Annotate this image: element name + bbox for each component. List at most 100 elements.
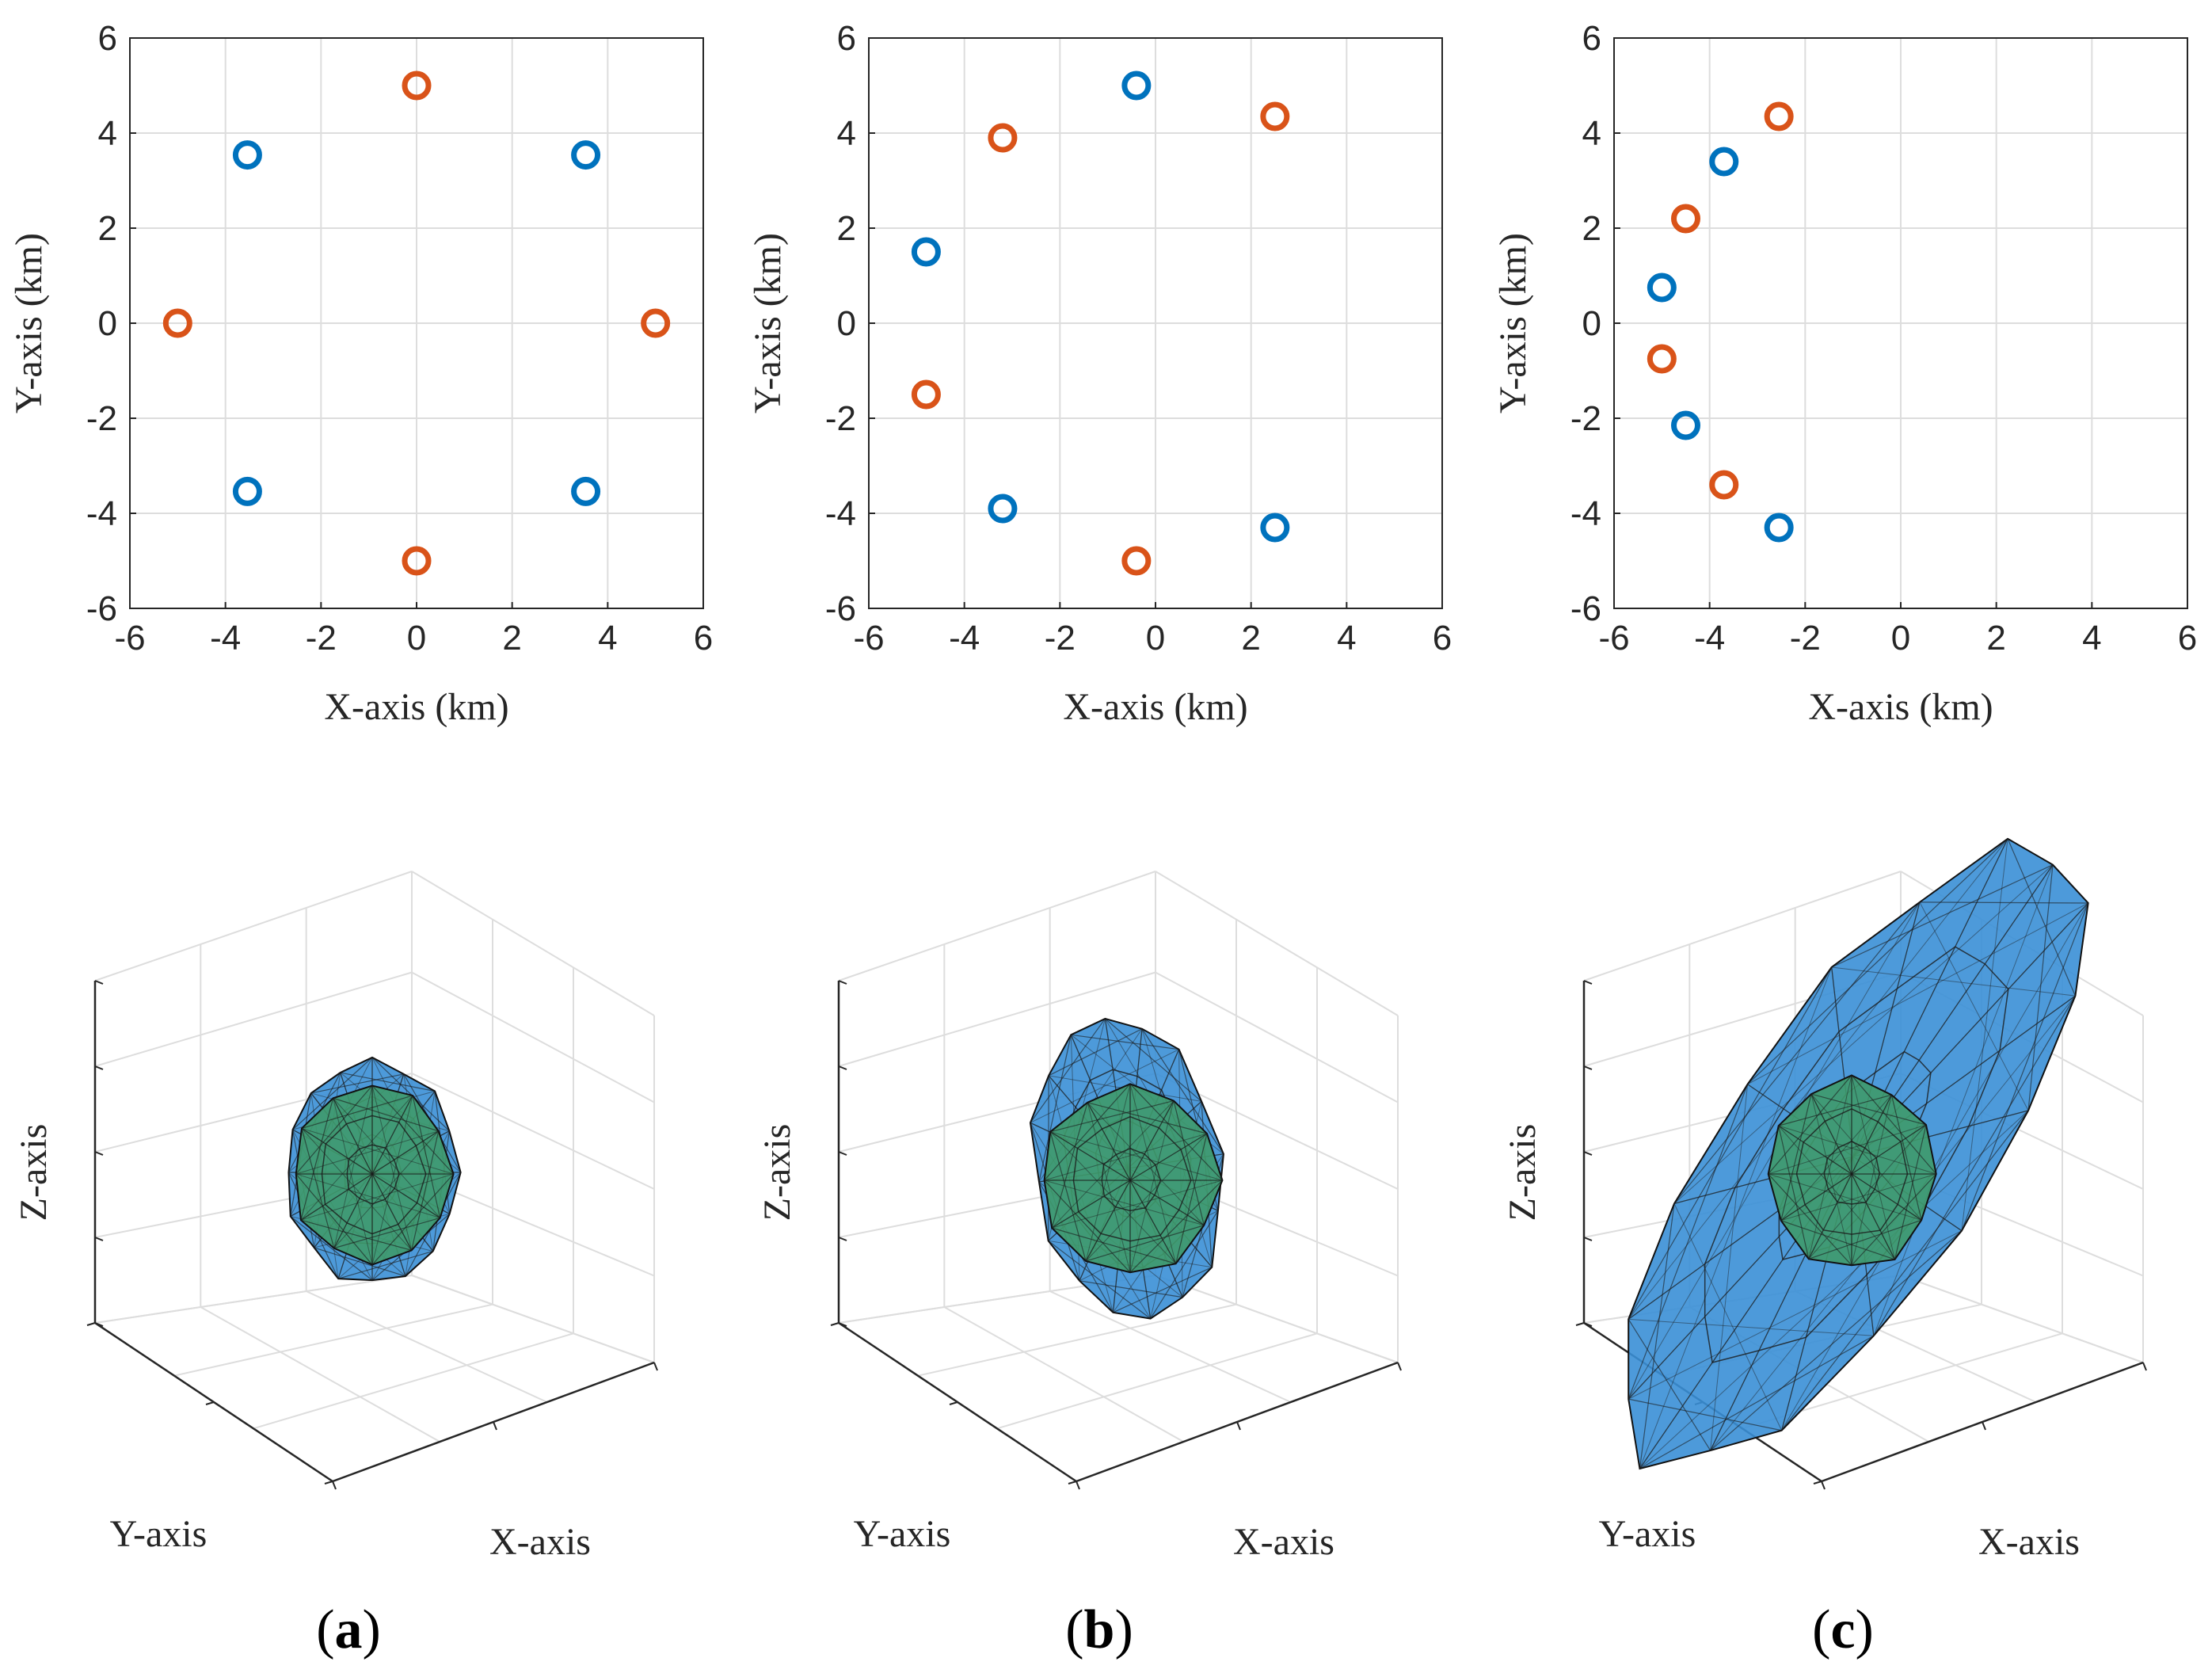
outer-mesh-edge <box>1141 1028 1224 1155</box>
floor-gridline <box>943 1306 1184 1443</box>
inner-mesh-edge <box>1087 1102 1205 1226</box>
outer-mesh-edge <box>1673 1203 1783 1431</box>
inner-mesh-edge <box>1890 1095 1922 1221</box>
x-tick-label: 2 <box>1241 619 1260 657</box>
inner-mesh-edge <box>1810 1093 1852 1266</box>
inner-mesh-edge <box>412 1095 441 1218</box>
scatter-point-blue <box>1671 410 1700 440</box>
outer-mesh-edge <box>1628 838 2008 1320</box>
outer-mesh-edge <box>371 1057 450 1132</box>
scatter-point-orange <box>1709 470 1739 500</box>
caption-close: ) <box>363 1599 381 1660</box>
outer-mesh-edge <box>1747 902 2088 1085</box>
y-tick-label: -6 <box>1570 589 1601 628</box>
outer-mesh-edge <box>1628 1230 1963 1400</box>
y-tick-label: -4 <box>1570 494 1601 533</box>
caption-b: (b) <box>1065 1599 1133 1660</box>
floor-gridline <box>1900 1275 2144 1363</box>
caption-a: (a) <box>316 1599 381 1660</box>
y-tick-label: 4 <box>98 114 117 153</box>
inner-mesh-edge <box>371 1095 413 1175</box>
x-tick-mark <box>1821 1481 1826 1490</box>
floor-gridline <box>173 1303 493 1377</box>
inner-mesh-edge <box>1052 1227 1176 1264</box>
inner-mesh-edge <box>1051 1180 1131 1229</box>
inner-mesh-wireframe <box>1044 1083 1223 1273</box>
floor-gridline <box>253 1332 574 1430</box>
outer-mesh-edge <box>1639 1335 1875 1469</box>
floor-gridline <box>917 1303 1237 1377</box>
x-tick-label: -6 <box>853 619 884 657</box>
scatter-point-blue <box>1709 147 1739 177</box>
inner-mesh-edge <box>1044 1180 1205 1226</box>
scatter-point-blue <box>988 494 1018 524</box>
inner-mesh-edge <box>1129 1133 1208 1181</box>
caption-open: ( <box>316 1599 334 1660</box>
scatter-point-orange <box>402 71 432 101</box>
outer-mesh-edge <box>1961 838 2008 1231</box>
y-tick-label: 4 <box>837 114 856 153</box>
scatter-point-blue <box>1121 71 1152 101</box>
inner-mesh-edge <box>295 1173 440 1218</box>
inner-mesh-edge <box>1808 1075 1852 1260</box>
inner-mesh-edge <box>333 1097 439 1132</box>
scatter-point-orange <box>162 308 192 338</box>
inner-mesh-edge <box>1044 1133 1208 1181</box>
outer-mesh-edge <box>1781 1110 2029 1431</box>
inner-mesh-edge <box>1051 1100 1175 1229</box>
x-tick-mark <box>332 1481 337 1490</box>
inner-mesh-edge <box>301 1095 413 1130</box>
x-tick-mark <box>653 1362 658 1371</box>
outer-mesh-edge <box>292 1057 373 1130</box>
inner-mesh-edge <box>1050 1100 1175 1133</box>
y-axis-label: Y-axis <box>110 1513 207 1555</box>
back-wall-gridline <box>411 1073 655 1190</box>
outer-mesh-edge <box>1105 1018 1202 1102</box>
y-axis-label: Y-axis <box>854 1513 951 1555</box>
outer-mesh-edge <box>1831 864 2054 968</box>
floor-gridline <box>996 1332 1318 1430</box>
x-tick-label: -4 <box>210 619 241 657</box>
outer-mesh-edge <box>1673 864 2054 1204</box>
z-tick-mark <box>838 1237 847 1241</box>
inner-mesh-edge <box>1085 1133 1208 1262</box>
inner-mesh-edge <box>371 1085 413 1251</box>
outer-mesh-edge <box>310 1073 404 1094</box>
inner-mesh-edge <box>1780 1094 1892 1222</box>
z-tick-mark <box>94 1237 104 1241</box>
y-tick-mark <box>949 1401 958 1405</box>
z-tick-mark <box>94 1151 104 1156</box>
y-tick-label: -6 <box>86 589 117 628</box>
outer-mesh-edge <box>1710 1084 1749 1451</box>
x-tick-label: -6 <box>1598 619 1629 657</box>
outer-mesh-edge <box>1628 1398 1782 1431</box>
inner-mesh-edge <box>295 1130 439 1175</box>
z-tick-mark <box>838 1322 847 1327</box>
scatter-point-orange <box>1647 344 1677 374</box>
inner-mesh-edge <box>1049 1131 1177 1264</box>
inner-mesh-edge <box>1049 1131 1131 1181</box>
outer-mesh-edge <box>1628 966 1833 1320</box>
outer-mesh-edge <box>1030 1018 1106 1123</box>
inner-mesh-edge <box>301 1127 373 1175</box>
inner-mesh-edge <box>333 1097 441 1218</box>
inner-mesh-edge <box>1851 1094 1892 1175</box>
inner-mesh-edge <box>1044 1180 1131 1273</box>
x-axis-label: X-axis <box>489 1521 591 1563</box>
mesh3d-panel-a: Z-axis Y-axis X-axis <box>13 871 658 1563</box>
x-tick-label: -6 <box>114 619 145 657</box>
inner-mesh-edge <box>371 1130 440 1175</box>
inner-mesh-edge <box>411 1130 440 1251</box>
floor-gridline <box>1155 1275 1399 1363</box>
y-axis-label: Y-axis <box>1599 1513 1696 1555</box>
x-tick-label: 4 <box>598 619 617 657</box>
x-axis-label: X-axis (km) <box>1063 686 1247 728</box>
outer-mesh-edge <box>290 1215 373 1281</box>
inner-mesh-edge <box>1129 1084 1177 1264</box>
inner-mesh-edge <box>1808 1124 1927 1260</box>
inner-mesh-edge <box>1768 1124 1927 1175</box>
inner-mesh-edge <box>1780 1173 1936 1222</box>
inner-mesh-edge <box>1778 1125 1852 1175</box>
y-tick-label: -2 <box>1570 399 1601 438</box>
outer-mesh-edge <box>337 1250 433 1279</box>
